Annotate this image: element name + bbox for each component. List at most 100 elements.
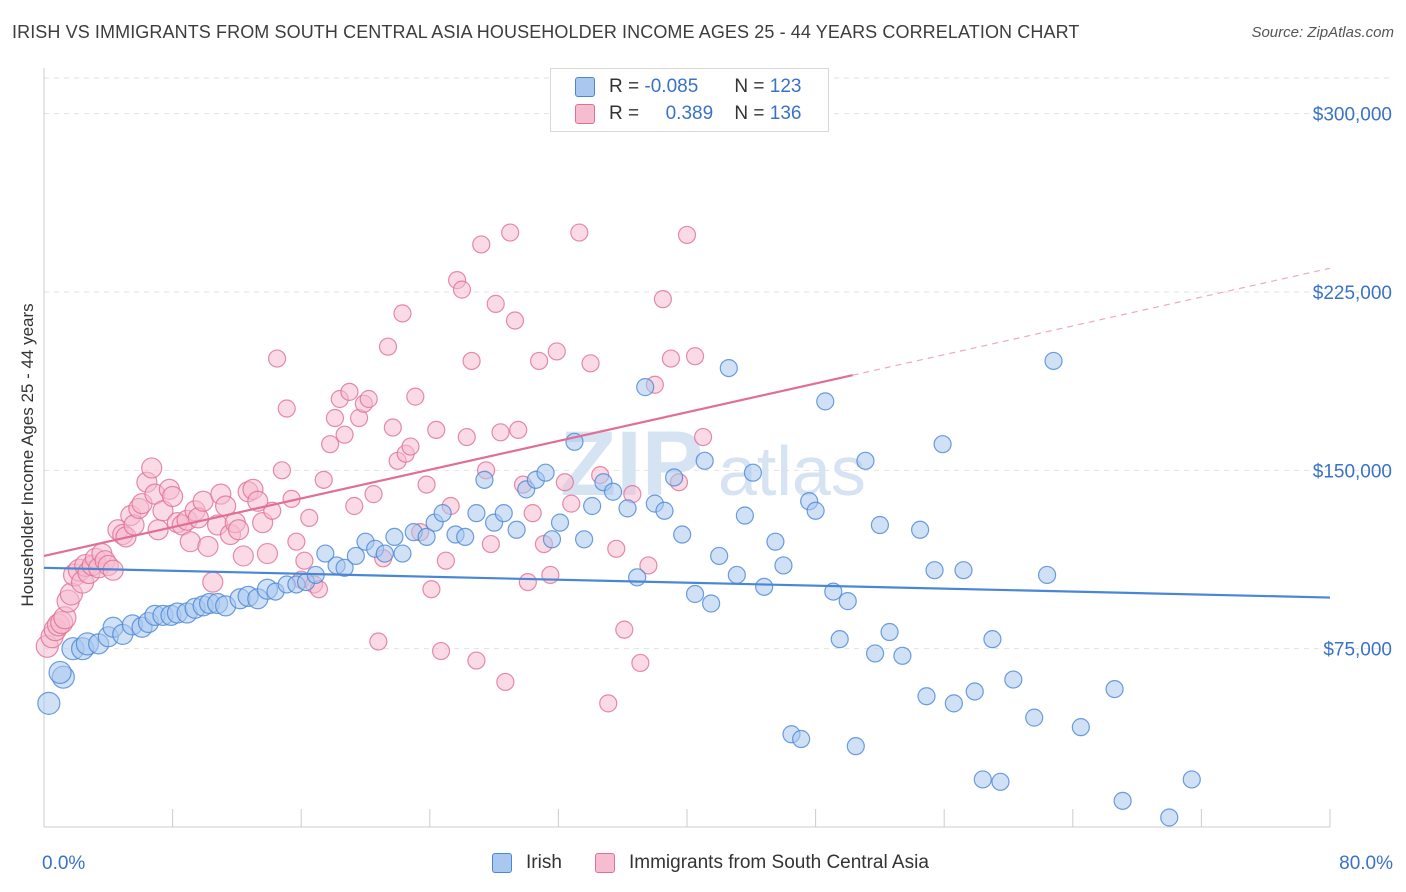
- irish-point: [48, 660, 72, 685]
- irish-point: [385, 527, 404, 547]
- irish-point: [727, 565, 746, 585]
- irish-point: [1025, 708, 1044, 727]
- irish-point: [893, 646, 912, 665]
- irish-point: [673, 525, 692, 544]
- irish-point: [944, 694, 963, 713]
- correlation-legend: R = -0.085 N = 123 R = 0.389 N = 136: [550, 68, 829, 132]
- irish-point: [766, 532, 785, 551]
- irish-point: [335, 558, 354, 577]
- immigrants-trend-extension: [852, 267, 1331, 376]
- irish-point: [417, 527, 436, 547]
- irish-point: [542, 530, 562, 549]
- irish-point: [37, 691, 61, 715]
- irish-point: [603, 482, 623, 501]
- irish-point: [1071, 718, 1090, 737]
- irish-point: [917, 687, 936, 706]
- irish-point: [965, 682, 984, 701]
- immigrants-point: [335, 425, 354, 444]
- immigrants-point: [359, 389, 378, 409]
- immigrants-point: [661, 349, 681, 368]
- irish-point: [1004, 670, 1023, 689]
- irish-point: [695, 451, 714, 470]
- immigrants-r-value: 0.389: [665, 103, 714, 124]
- immigrants-point: [462, 351, 481, 371]
- immigrants-point: [267, 349, 287, 368]
- chart-title: IRISH VS IMMIGRANTS FROM SOUTH CENTRAL A…: [12, 22, 1080, 42]
- immigrants-point: [481, 534, 500, 554]
- irish-point: [856, 451, 875, 470]
- irish-point: [792, 729, 811, 749]
- immigrants-point: [472, 235, 491, 254]
- immigrants-point: [653, 290, 672, 309]
- irish-r-value: -0.085: [644, 76, 699, 97]
- immigrants-point: [505, 311, 525, 330]
- irish-point: [628, 568, 647, 587]
- irish-legend-swatch: [492, 853, 512, 873]
- immigrants-legend-label: Immigrants from South Central Asia: [629, 852, 929, 873]
- irish-point: [933, 435, 952, 454]
- irish-point: [346, 546, 365, 566]
- immigrants-point: [272, 461, 292, 480]
- irish-point: [393, 544, 412, 563]
- irish-point: [575, 530, 594, 549]
- immigrants-point: [467, 651, 486, 670]
- immigrants-point: [227, 519, 250, 541]
- trend-lines: [43, 267, 1331, 599]
- irish-point: [743, 463, 763, 482]
- y-tick-label: $225,000: [1313, 283, 1392, 304]
- immigrants-point: [277, 399, 296, 418]
- irish-point: [433, 504, 452, 523]
- immigrants-point: [693, 427, 713, 447]
- immigrants-point: [383, 418, 402, 437]
- irish-point: [710, 546, 729, 566]
- irish-point: [475, 470, 494, 489]
- immigrants-point: [406, 387, 425, 406]
- immigrants-point: [518, 572, 537, 592]
- irish-point: [1037, 565, 1057, 585]
- legend-item-irish[interactable]: Irish: [492, 852, 562, 874]
- irish-point: [838, 592, 857, 611]
- irish-point: [375, 544, 394, 563]
- immigrants-point: [422, 580, 441, 599]
- immigrants-point: [685, 347, 705, 366]
- immigrants-point: [555, 473, 574, 492]
- irish-point: [846, 737, 865, 756]
- irish-point: [774, 556, 793, 575]
- immigrants-point: [599, 694, 618, 713]
- irish-point: [507, 520, 526, 539]
- immigrants-point: [491, 423, 510, 442]
- immigrants-point: [677, 225, 697, 245]
- irish-r-label: R =: [609, 76, 640, 97]
- immigrants-point: [417, 475, 436, 494]
- source-label: Source: ZipAtlas.com: [1251, 24, 1394, 41]
- irish-point: [954, 561, 973, 580]
- immigrants-point: [364, 485, 383, 504]
- immigrants-point: [321, 435, 340, 454]
- irish-point: [925, 561, 944, 580]
- immigrants-n-label: N =: [734, 103, 765, 124]
- immigrants-point: [325, 408, 345, 428]
- irish-points: [37, 351, 1201, 827]
- irish-point: [550, 513, 570, 532]
- irish-point: [536, 463, 555, 482]
- x-tick-labels: 0.0% 80.0%: [42, 853, 1393, 874]
- irish-point: [702, 594, 721, 613]
- immigrants-point: [496, 672, 515, 692]
- x-tick-label-max: 80.0%: [1339, 853, 1393, 874]
- irish-point: [806, 501, 825, 520]
- immigrants-points: [35, 223, 713, 713]
- series-legend: Irish Immigrants from South Central Asia: [0, 852, 1406, 878]
- immigrants-legend-swatch: [595, 853, 615, 873]
- immigrants-point: [486, 294, 505, 313]
- irish-point: [830, 630, 849, 649]
- y-tick-label: $75,000: [1323, 640, 1392, 661]
- y-tick-label: $150,000: [1313, 461, 1392, 482]
- immigrants-point: [141, 457, 163, 479]
- immigrants-swatch: [575, 104, 595, 124]
- irish-point: [824, 582, 843, 601]
- irish-point: [618, 499, 637, 518]
- legend-item-immigrants[interactable]: Immigrants from South Central Asia: [595, 852, 929, 874]
- immigrants-point: [581, 354, 600, 373]
- watermark-atlas: atlas: [718, 432, 866, 510]
